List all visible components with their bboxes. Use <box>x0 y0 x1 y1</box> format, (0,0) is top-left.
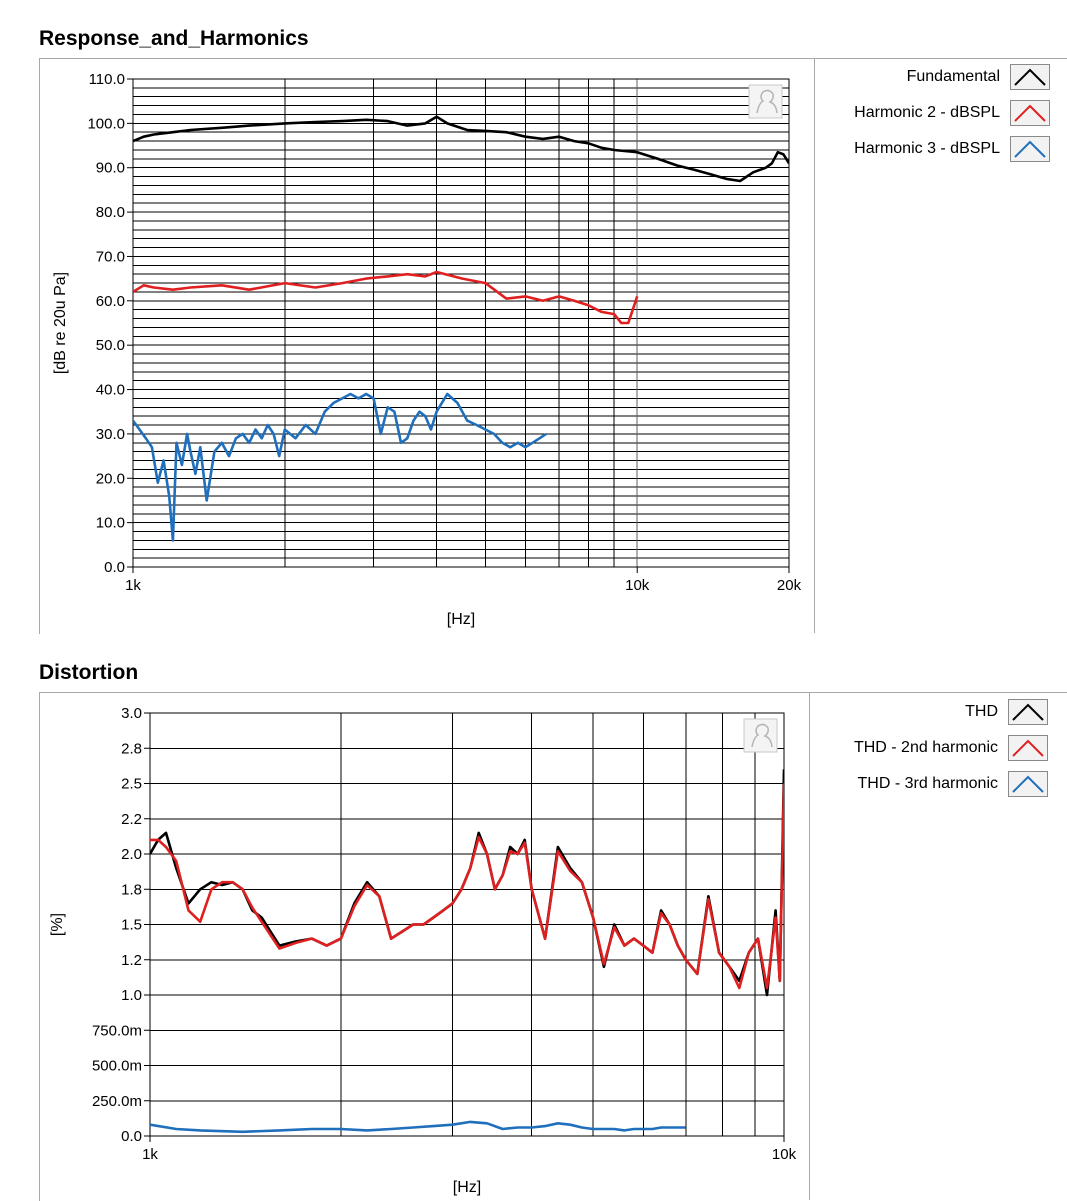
chart-1-frame <box>39 58 815 634</box>
line-swatch-icon <box>1010 136 1050 162</box>
chart-1-legend: Fundamental Harmonic 2 - dBSPL Harmonic … <box>815 62 1050 162</box>
chart-1-title: Response_and_Harmonics <box>39 27 309 50</box>
series-line-2 <box>133 392 547 542</box>
y-tick-label: 40.0 <box>96 382 125 399</box>
legend-item-thd[interactable]: THD <box>965 697 1048 727</box>
legend-item-harmonic-3[interactable]: Harmonic 3 - dBSPL <box>854 134 1050 164</box>
x-tick-label: 1k <box>125 577 141 594</box>
y-axis-label: [%] <box>49 913 66 936</box>
plot-border <box>132 78 790 568</box>
y-tick-label: 110.0 <box>89 71 125 88</box>
line-swatch-icon <box>1008 771 1048 797</box>
legend-item-harmonic-2[interactable]: Harmonic 2 - dBSPL <box>854 98 1050 128</box>
y-tick-label: 1.8 <box>121 881 142 898</box>
y-tick-label: 10.0 <box>96 515 125 532</box>
y-tick-label: 0.0 <box>104 559 125 576</box>
chart-2-frame <box>39 692 810 1201</box>
chart-2-divider <box>809 692 810 1200</box>
x-tick-label: 10k <box>772 1146 797 1163</box>
y-tick-label: 250.0m <box>92 1093 142 1110</box>
legend-label: Harmonic 3 - dBSPL <box>854 140 1000 157</box>
y-tick-label: 50.0 <box>96 337 125 354</box>
chart-1-divider <box>814 58 815 633</box>
y-tick-label: 3.0 <box>121 705 142 722</box>
series-line-0 <box>150 769 784 997</box>
y-tick-label: 90.0 <box>96 160 125 177</box>
legend-label: THD - 2nd harmonic <box>853 739 998 756</box>
y-axis-label: [dB re 20u Pa] <box>52 272 69 374</box>
y-tick-label: 750.0m <box>92 1022 142 1039</box>
chart-2-legend-top-border <box>809 692 1067 693</box>
y-tick-label: 70.0 <box>96 248 125 265</box>
x-tick-label: 1k <box>142 1146 158 1163</box>
graph-palette-icon <box>748 84 783 119</box>
y-tick-label: 1.5 <box>121 917 142 934</box>
line-swatch-icon <box>1008 699 1048 725</box>
legend-label: Harmonic 2 - dBSPL <box>854 104 1000 121</box>
y-tick-label: 100.0 <box>87 115 125 132</box>
legend-label: Fundamental <box>906 68 1000 85</box>
grid <box>149 712 785 1137</box>
y-tick-label: 500.0m <box>92 1058 142 1075</box>
chart-1-legend-top-border <box>814 58 1067 59</box>
y-tick-label: 30.0 <box>96 426 125 443</box>
y-tick-label: 60.0 <box>96 293 125 310</box>
x-tick-label: 10k <box>625 577 650 594</box>
y-tick-label: 80.0 <box>96 204 125 221</box>
legend-label: THD <box>965 703 998 720</box>
legend-item-thd-3rd[interactable]: THD - 3rd harmonic <box>858 769 1048 799</box>
series-line-2 <box>150 1120 686 1134</box>
series-line-1 <box>133 270 639 325</box>
y-tick-label: 2.8 <box>121 740 142 757</box>
x-tick-label: 20k <box>777 577 802 594</box>
chart-1-plot: 0.0 10.0 20.0 30.0 40.0 50.0 60.0 70.0 80.0 90.0 1… <box>52 71 802 628</box>
line-swatch-icon <box>1008 735 1048 761</box>
y-tick-label: 2.5 <box>121 776 142 793</box>
y-tick-label: 1.2 <box>121 952 142 969</box>
chart-2-legend: THD THD - 2nd harmonic THD - 3rd harmoni… <box>810 697 1048 797</box>
x-axis-label: [Hz] <box>453 1179 481 1196</box>
legend-label: THD - 3rd harmonic <box>857 775 998 792</box>
chart-2-title: Distortion <box>39 661 139 684</box>
legend-item-thd-2nd[interactable]: THD - 2nd harmonic <box>854 733 1048 763</box>
y-tick-label: 0.0 <box>121 1128 142 1145</box>
x-axis-label: [Hz] <box>447 611 475 628</box>
line-swatch-icon <box>1010 100 1050 126</box>
y-tick-label: 2.2 <box>121 811 142 828</box>
legend-item-fundamental[interactable]: Fundamental <box>907 62 1050 92</box>
line-swatch-icon <box>1010 64 1050 90</box>
y-tick-label: 20.0 <box>96 470 125 487</box>
y-tick-label: 2.0 <box>121 846 142 863</box>
series-line-1 <box>150 783 784 990</box>
y-tick-label: 1.0 <box>121 987 142 1004</box>
graph-palette-icon <box>743 718 778 753</box>
series-line-0 <box>133 115 789 183</box>
